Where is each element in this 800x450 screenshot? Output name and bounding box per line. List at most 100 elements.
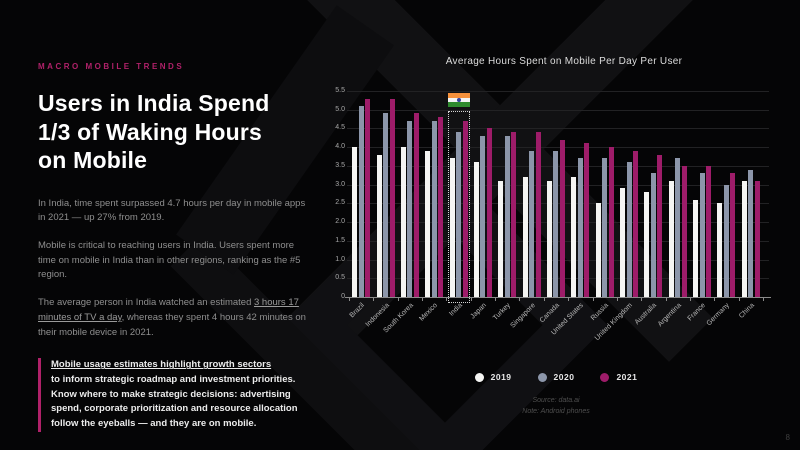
chakra-icon	[456, 98, 461, 103]
bar-2021	[462, 120, 468, 297]
x-axis-tick	[422, 297, 424, 301]
note-text: Note: Android phones	[522, 408, 590, 416]
slide-title: Users in India Spend 1/3 of Waking Hours…	[38, 90, 270, 174]
bar-2019	[376, 154, 382, 297]
bar-2019	[498, 180, 504, 297]
bar-2020	[383, 113, 389, 297]
body-paragraph: In India, time spent surpassed 4.7 hours…	[38, 197, 310, 226]
x-axis-tick	[373, 297, 375, 301]
legend-item-2019: 2019	[474, 372, 512, 382]
x-axis-tick	[543, 297, 545, 301]
x-axis-line	[345, 297, 771, 298]
bar-2020	[553, 150, 559, 297]
eyebrow-label: MACRO MOBILE TRENDS	[38, 62, 185, 71]
chart-panel: Average Hours Spent on Mobile Per Day Pe…	[332, 54, 796, 424]
bar-2021	[657, 154, 663, 297]
bar-2021	[389, 98, 395, 297]
callout-link[interactable]: Mobile usage estimates highlight growth …	[51, 359, 272, 371]
india-flag-icon	[447, 93, 470, 108]
paragraph-text: , whereas they spent 4 hours 42 minutes …	[38, 311, 306, 338]
tv-hours-link[interactable]: 3 hours 17 minutes of TV a day	[38, 297, 299, 323]
legend-item-2020: 2020	[537, 372, 575, 382]
y-axis-tick-label: 4.5	[335, 124, 345, 132]
bar-2020	[456, 132, 462, 297]
y-axis-tick-label: 5.0	[335, 105, 345, 113]
x-axis-tick	[349, 297, 350, 301]
x-axis-tick	[738, 297, 740, 301]
chart-title: Average Hours Spent on Mobile Per Day Pe…	[445, 56, 683, 67]
bar-2021	[633, 150, 639, 297]
bar-group-singapore	[519, 91, 543, 297]
bar-2019	[449, 158, 455, 297]
source-text: Source: data.ai	[532, 397, 580, 404]
bar-group-indonesia	[373, 91, 397, 297]
bar-2020	[626, 162, 632, 297]
x-axis-tick	[519, 297, 521, 301]
legend-label: 2020	[553, 372, 575, 382]
legend-dot	[537, 372, 547, 382]
y-axis-tick-label: 0	[341, 293, 345, 300]
india-highlight-box	[447, 111, 470, 303]
bar-2020	[577, 158, 583, 297]
legend-item-2021: 2021	[600, 372, 637, 382]
bar-group-russia	[593, 91, 617, 297]
bar-group-turkey	[495, 91, 519, 297]
gridline	[347, 109, 769, 111]
bar-group-china	[739, 91, 763, 297]
body-paragraph: Mobile is critical to reaching users in …	[38, 239, 310, 283]
legend-label: 2019	[490, 372, 512, 382]
bar-2021	[754, 180, 760, 297]
bar-2021	[365, 98, 371, 297]
bar-2021	[608, 147, 614, 297]
bar-2019	[522, 177, 528, 297]
paragraph-text: In India, time spent surpassed 4.7 hours…	[38, 197, 306, 224]
bar-2019	[473, 162, 479, 297]
bar-2019	[546, 180, 552, 297]
bar-2020	[675, 158, 681, 297]
y-axis-tick-label: 5.5	[335, 87, 345, 94]
x-axis-tick	[616, 297, 618, 301]
bar-2020	[699, 173, 705, 297]
y-axis-tick-label: 2.5	[335, 199, 345, 207]
legend-dot	[474, 372, 484, 382]
bar-group-south-korea	[398, 91, 422, 297]
bar-2020	[723, 184, 729, 297]
y-axis-tick-label: 1.0	[335, 255, 345, 263]
y-axis-tick-label: 3.0	[335, 180, 345, 188]
bar-2021	[584, 143, 590, 297]
callout-text: to inform strategic roadmap and investme…	[51, 374, 298, 430]
body-paragraph: The average person in India watched an e…	[38, 296, 310, 340]
bar-2020	[529, 150, 535, 297]
bar-2020	[504, 135, 510, 297]
bar-2019	[693, 199, 699, 297]
bar-2019	[741, 180, 747, 297]
bar-2019	[400, 147, 406, 297]
bar-2020	[602, 158, 608, 297]
page-number: 8	[785, 433, 790, 442]
text-column: MACRO MOBILE TRENDS Users in India Spend…	[38, 62, 318, 432]
bar-group-united-kingdom	[617, 91, 641, 297]
bar-2020	[407, 120, 413, 297]
x-axis-tick	[641, 297, 643, 301]
x-axis-tick	[397, 297, 399, 301]
y-axis-tick-label: 1.5	[335, 236, 345, 244]
legend-label: 2021	[616, 372, 638, 382]
paragraph-text: Mobile is critical to reaching users in …	[38, 239, 301, 281]
bar-group-brazil	[349, 91, 373, 297]
bar-2021	[413, 113, 419, 297]
bar-2019	[717, 203, 723, 297]
bar-group-australia	[641, 91, 665, 297]
x-axis-tick	[470, 297, 472, 301]
bar-2021	[559, 139, 565, 297]
bar-group-united-states	[568, 91, 592, 297]
x-axis-tick	[495, 297, 497, 301]
bar-group-france	[690, 91, 714, 297]
gridline	[347, 147, 769, 149]
x-axis-tick	[665, 297, 667, 301]
bar-2021	[535, 132, 541, 297]
bar-2020	[358, 105, 364, 297]
bar-2020	[650, 173, 656, 297]
bar-group-argentina	[666, 91, 690, 297]
